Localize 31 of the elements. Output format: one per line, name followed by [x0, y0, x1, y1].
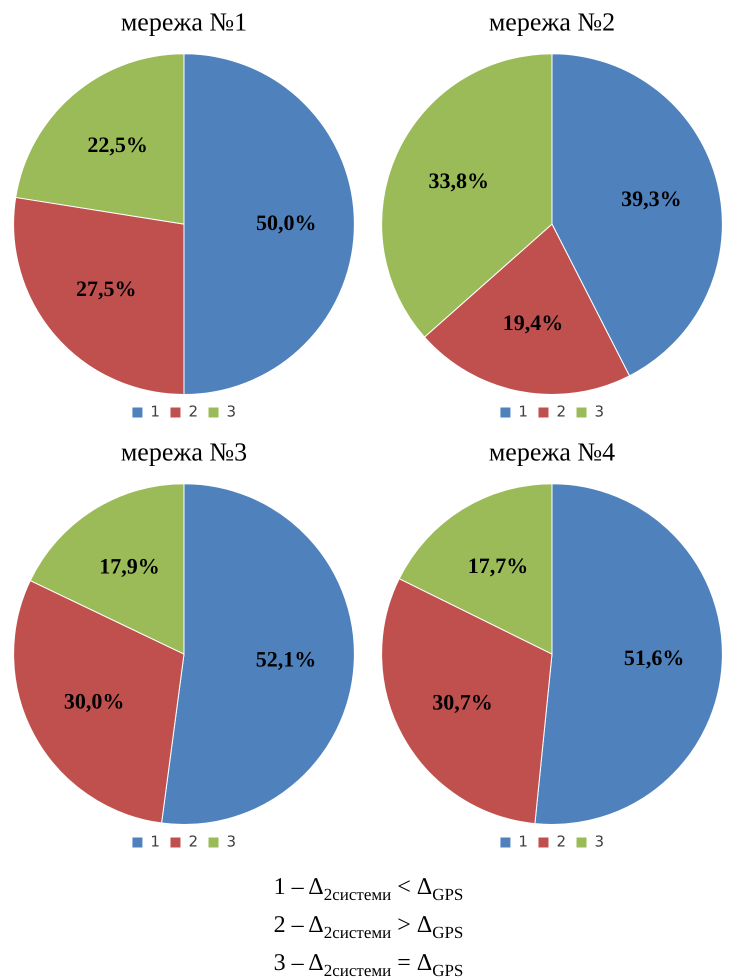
legend-label: 3 [594, 402, 604, 420]
data-label: 51,6% [624, 644, 684, 670]
chart-title: мережа №4 [488, 437, 616, 466]
legend-label: 1 [150, 832, 160, 850]
legend-label: 2 [188, 402, 198, 420]
legend-label: 3 [226, 402, 236, 420]
chart-title: мережа №3 [120, 437, 248, 466]
data-label: 19,4% [502, 310, 564, 336]
chart-title: мережа №1 [120, 7, 248, 36]
legend-label: 1 [518, 402, 528, 420]
legend-label: 3 [594, 832, 604, 850]
legend-label: 1 [150, 402, 160, 420]
text: 1 – Δ$_{2системи}$ < Δ$_{GPS}$ [272, 873, 464, 906]
legend-label: 3 [226, 832, 236, 850]
data-label: 17,9% [99, 553, 160, 578]
legend-label: 1 [518, 832, 528, 850]
text: 3 – Δ$_{2системи}$ = Δ$_{GPS}$ [272, 948, 464, 979]
legend-label: 2 [556, 832, 566, 850]
data-label: 17,7% [468, 552, 528, 578]
data-label: 52,1% [256, 646, 316, 672]
data-label: 39,3% [621, 186, 682, 211]
text: 2 – Δ$_{2системи}$ > Δ$_{GPS}$ [272, 910, 464, 944]
data-label: 30,0% [64, 688, 124, 714]
data-label: 27,5% [76, 276, 137, 302]
data-label: 30,7% [432, 689, 493, 714]
data-label: 50,0% [256, 210, 316, 235]
chart-title: мережа №2 [488, 7, 616, 36]
legend-label: 2 [188, 832, 198, 850]
data-label: 33,8% [428, 168, 490, 193]
legend-label: 2 [556, 402, 566, 420]
data-label: 22,5% [87, 132, 148, 158]
